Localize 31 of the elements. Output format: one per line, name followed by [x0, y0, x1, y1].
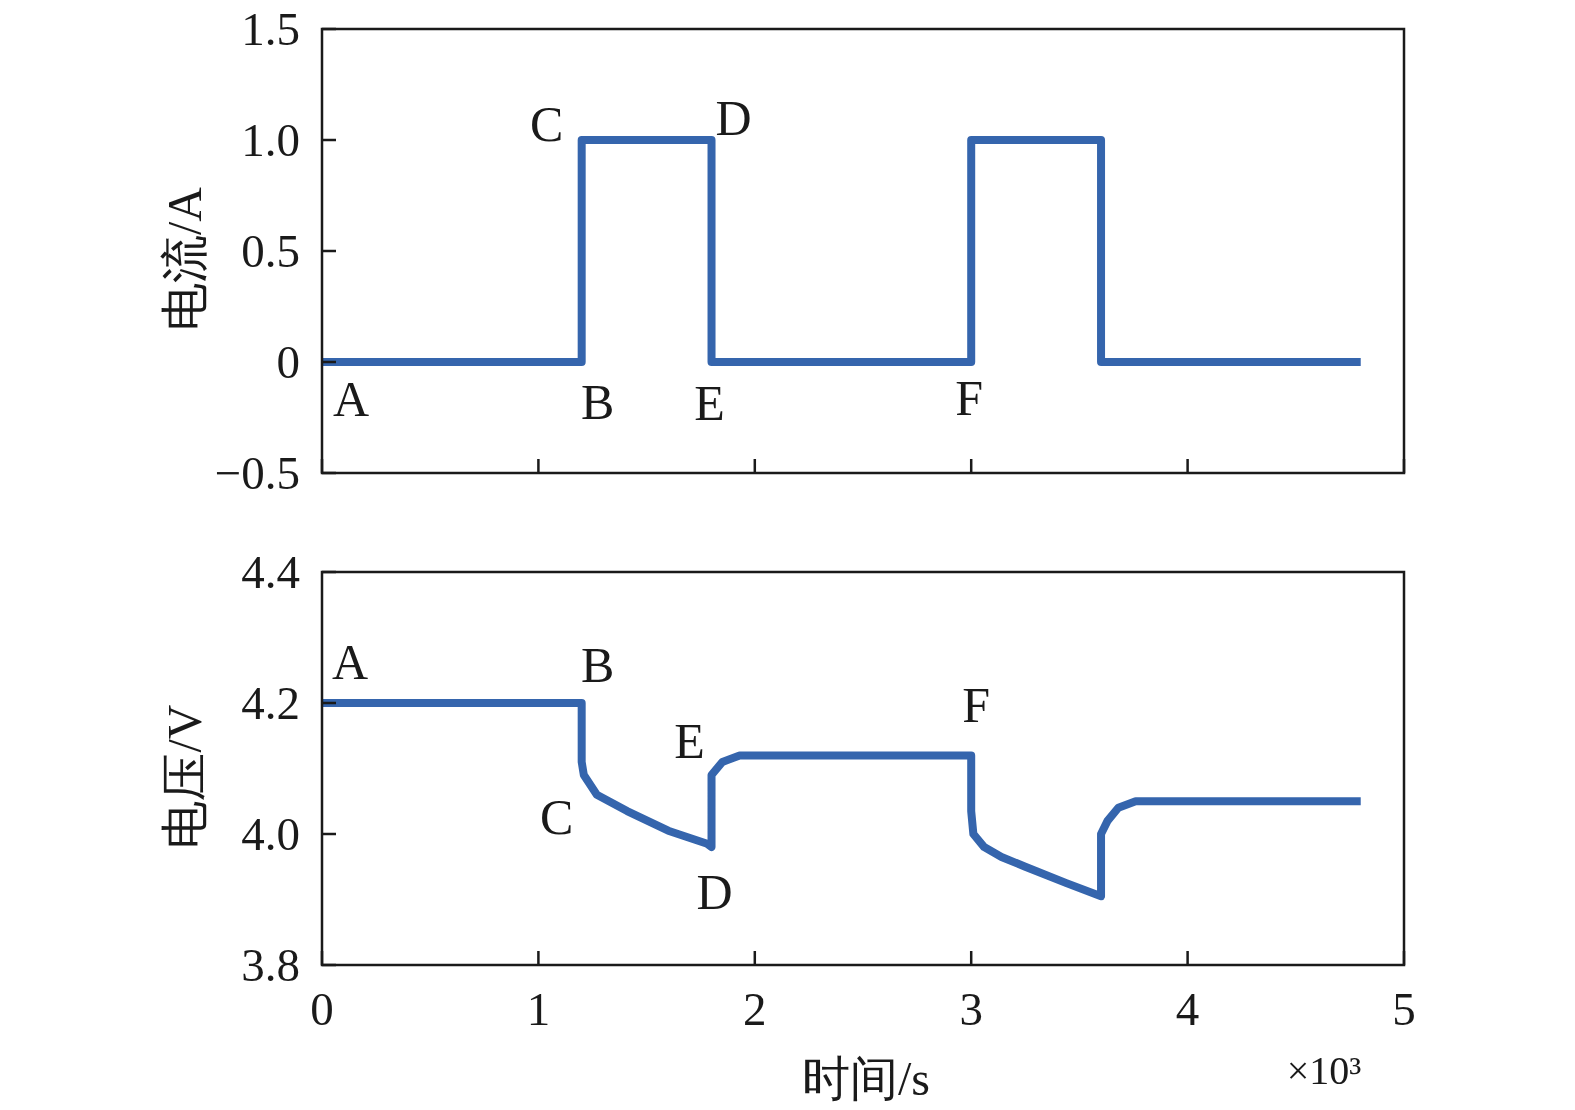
- point-label: D: [696, 864, 733, 921]
- y-tick-label: 0.5: [241, 225, 300, 277]
- point-label: F: [955, 370, 984, 426]
- point-label: B: [581, 374, 615, 430]
- x-tick-label: 4: [1175, 983, 1200, 1035]
- y-tick-label: 1.5: [241, 3, 300, 55]
- point-label: A: [331, 634, 369, 690]
- point-label: D: [715, 90, 752, 146]
- point-label: F: [962, 677, 991, 734]
- point-label: C: [540, 788, 574, 845]
- point-label: B: [581, 637, 615, 693]
- x-tick-label: 2: [743, 983, 767, 1035]
- x-tick-label: 0: [310, 983, 334, 1035]
- point-label: C: [530, 96, 564, 152]
- point-label: E: [674, 713, 705, 770]
- point-label: E: [694, 375, 725, 431]
- x-tick-label: 1: [526, 983, 551, 1035]
- point-label: A: [332, 371, 370, 427]
- y-axis-title: 电压/V: [158, 704, 211, 849]
- y-tick-label: 4.2: [241, 677, 300, 729]
- y-axis-title: 电流/A: [158, 187, 211, 331]
- x-tick-label: 3: [959, 983, 983, 1035]
- y-tick-label: 4.0: [241, 808, 300, 860]
- y-tick-label: 1.0: [241, 114, 300, 166]
- x-axis-title: 时间/s: [802, 1052, 930, 1105]
- y-tick-label: 4.4: [241, 546, 300, 598]
- y-tick-label: 0: [276, 336, 300, 388]
- y-tick-label: −0.5: [214, 447, 300, 499]
- x-tick-label: 5: [1392, 983, 1416, 1035]
- y-tick-label: 3.8: [241, 939, 300, 991]
- annotation: ×10³: [1286, 1048, 1362, 1093]
